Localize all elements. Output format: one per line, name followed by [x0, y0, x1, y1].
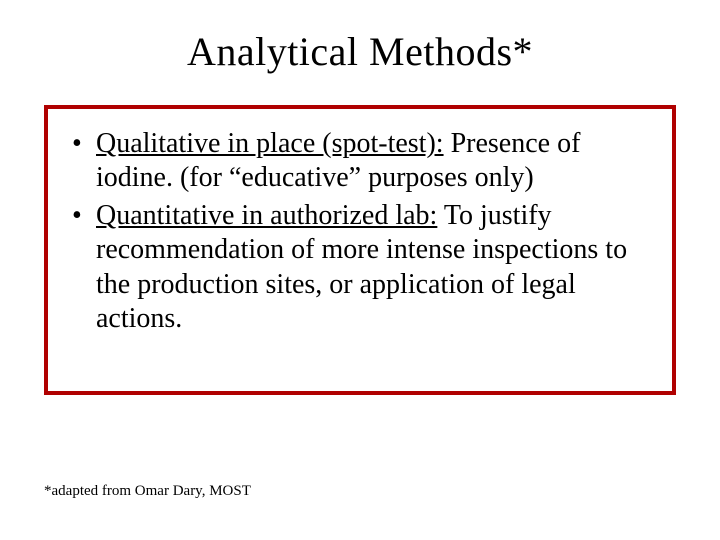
bullet-underlined: Qualitative in place (spot-test): [96, 128, 444, 159]
title-text: Analytical Methods [187, 29, 513, 74]
bullet-list: Qualitative in place (spot-test): Presen… [68, 127, 652, 336]
title-asterisk: * [513, 29, 534, 74]
bullet-underlined: Quantitative in authorized lab: [96, 200, 437, 231]
slide: Analytical Methods* Qualitative in place… [0, 0, 720, 540]
content-box: Qualitative in place (spot-test): Presen… [44, 105, 676, 395]
list-item: Qualitative in place (spot-test): Presen… [68, 127, 652, 195]
list-item: Quantitative in authorized lab: To justi… [68, 199, 652, 336]
footnote: *adapted from Omar Dary, MOST [44, 483, 251, 500]
page-title: Analytical Methods* [40, 28, 680, 75]
